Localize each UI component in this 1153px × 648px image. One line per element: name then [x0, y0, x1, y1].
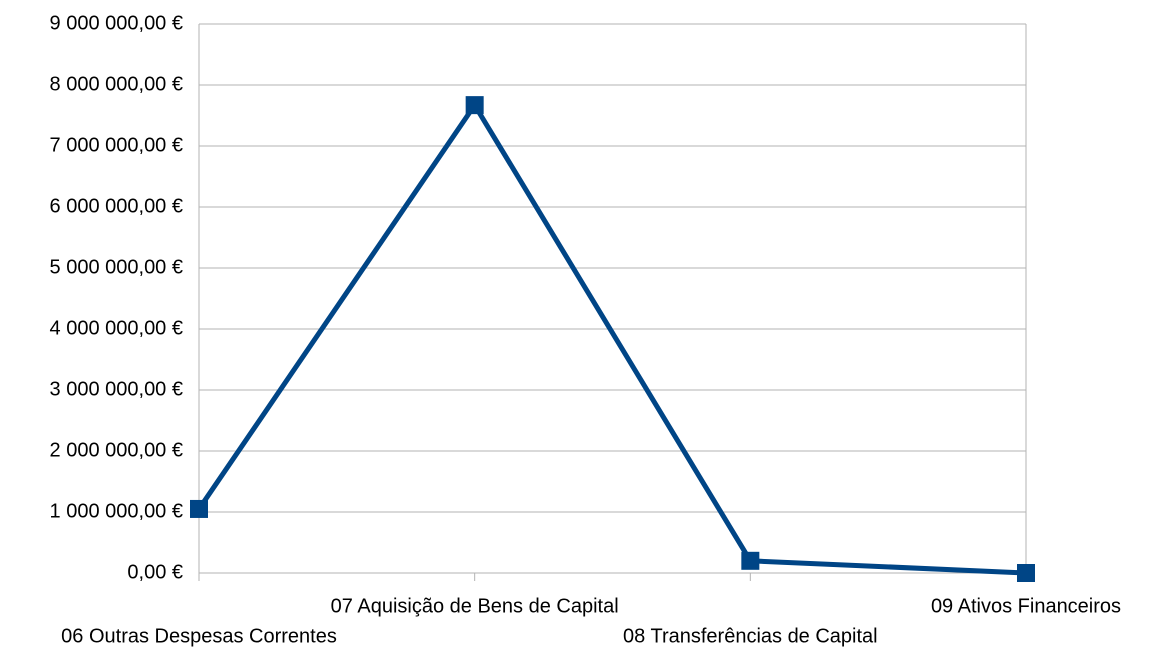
- y-tick-label: 4 000 000,00 €: [50, 317, 183, 339]
- y-tick-label: 2 000 000,00 €: [50, 439, 183, 461]
- point-marker: [465, 96, 484, 115]
- y-tick-label: 7 000 000,00 €: [50, 134, 183, 156]
- y-tick-label: 1 000 000,00 €: [50, 500, 183, 522]
- x-tick-label: 06 Outras Despesas Correntes: [61, 625, 337, 647]
- series-line: [196, 102, 1027, 576]
- y-tick-label: 0,00 €: [127, 561, 183, 583]
- x-tick-label: 09 Ativos Financeiros: [931, 595, 1121, 617]
- point-marker: [190, 499, 208, 518]
- x-tick-label: 08 Transferências de Capital: [623, 625, 878, 647]
- x-tick-label: 07 Aquisição de Bens de Capital: [331, 595, 619, 617]
- y-tick-label: 9 000 000,00 €: [50, 12, 183, 34]
- point-marker: [1017, 564, 1035, 582]
- y-tick-label: 5 000 000,00 €: [50, 256, 183, 278]
- y-tick-label: 3 000 000,00 €: [50, 378, 183, 400]
- point-marker: [741, 551, 760, 570]
- y-tick-label: 8 000 000,00 €: [50, 73, 183, 95]
- y-tick-label: 6 000 000,00 €: [50, 195, 183, 217]
